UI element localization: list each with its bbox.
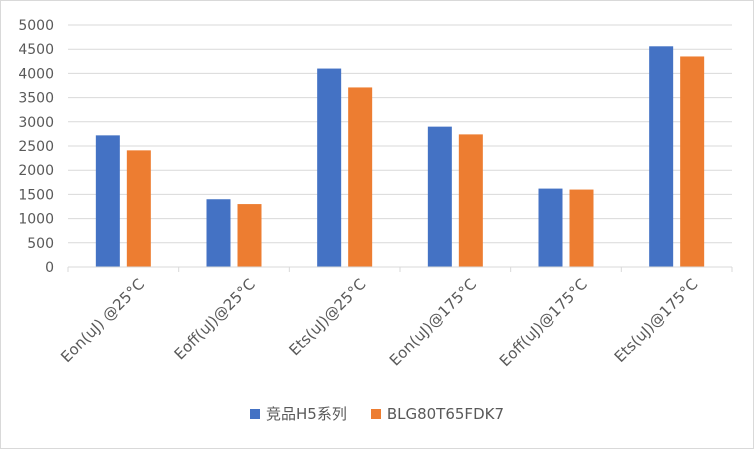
bar-series-2	[348, 87, 373, 267]
y-tick-label: 4000	[18, 66, 54, 82]
bar-series-2	[680, 56, 705, 268]
bar-series-1	[206, 199, 231, 267]
y-tick-label: 1500	[18, 187, 54, 203]
legend-item-series-1: 竞品H5系列	[250, 403, 347, 424]
bar-series-1	[538, 188, 563, 267]
category-labels: Eon(uJ) @25°C Eoff(uJ)@25°C Ets(uJ)@25°C Eo…	[57, 275, 701, 370]
y-tick-label: 500	[27, 236, 54, 252]
bar-series-2	[126, 150, 151, 267]
category-label: Eoff(uJ)@175°C	[496, 275, 591, 370]
bar-series-1	[95, 135, 120, 267]
gridlines	[68, 24, 732, 244]
category-label: Eoff(uJ)@25°C	[171, 275, 259, 363]
category-label: Eon(uJ) @25°C	[57, 275, 148, 366]
y-tick-label: 0	[45, 260, 54, 276]
category-label: Ets(uJ)@25°C	[285, 275, 369, 359]
y-tick-label: 3500	[18, 91, 54, 107]
category-label: Ets(uJ)@175°C	[611, 275, 702, 366]
bar-series-1	[317, 68, 342, 267]
legend: 竞品H5系列 BLG80T65FDK7	[0, 403, 754, 424]
y-tick-label: 1000	[18, 212, 54, 228]
legend-label-series-1: 竞品H5系列	[266, 405, 347, 423]
bar-series-1	[649, 46, 674, 267]
bars	[95, 46, 705, 268]
bar-series-2	[458, 134, 483, 267]
x-axis-ticks	[67, 267, 733, 272]
y-tick-label: 4500	[18, 42, 54, 58]
y-tick-label: 3000	[18, 115, 54, 131]
legend-swatch-blue	[250, 408, 260, 419]
legend-swatch-orange	[370, 408, 381, 419]
category-label: Eon(uJ)@175°C	[386, 275, 480, 369]
y-axis-ticks: 0 500 1000 1500 2000 2500 3000 3500 4000 4500 5000	[18, 18, 54, 276]
bar-series-2	[237, 204, 262, 267]
legend-label-series-2: BLG80T65FDK7	[386, 404, 504, 423]
y-tick-label: 2000	[18, 163, 54, 179]
y-tick-label: 2500	[18, 139, 54, 155]
legend-item-series-2: BLG80T65FDK7	[370, 404, 504, 423]
bar-series-2	[569, 189, 594, 267]
bar-series-1	[427, 126, 452, 267]
y-tick-label: 5000	[18, 18, 54, 34]
